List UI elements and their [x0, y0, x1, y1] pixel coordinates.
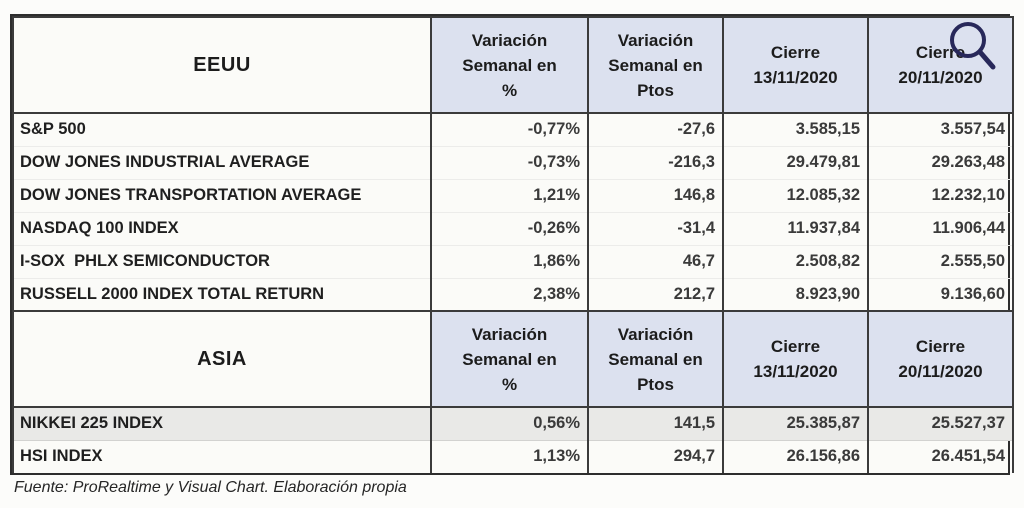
column-header-var-pct: Variación Semanal en %	[430, 310, 589, 408]
table-row-sox-semiconductor: I-SOX PHLX SEMICONDUCTOR 1,86% 46,7 2.50…	[12, 245, 1014, 279]
table-row-dow-industrial: DOW JONES INDUSTRIAL AVERAGE -0,73% -216…	[12, 146, 1014, 180]
column-header-close-13-11: Cierre 13/11/2020	[722, 16, 869, 114]
column-header-close-13-11-label: Cierre 13/11/2020	[753, 43, 838, 87]
close-13-11-value: 8.923,90	[722, 278, 869, 312]
close-20-11-value: 2.555,50	[867, 245, 1014, 279]
table-row-russell2000: RUSSELL 2000 INDEX TOTAL RETURN 2,38% 21…	[12, 278, 1014, 312]
close-13-11-value: 2.508,82	[722, 245, 869, 279]
var-pct-value: 1,13%	[430, 440, 589, 473]
close-13-11-value: 25.385,87	[722, 407, 869, 441]
var-pct-value: -0,26%	[430, 212, 589, 246]
close-20-11-value: 12.232,10	[867, 179, 1014, 213]
table-row-sp500: S&P 500 -0,77% -27,6 3.585,15 3.557,54	[12, 113, 1014, 147]
close-20-11-value: 11.906,44	[867, 212, 1014, 246]
column-header-close-13-11: Cierre 13/11/2020	[722, 310, 869, 408]
column-header-var-pts-label: Variación Semanal en Ptos	[608, 324, 703, 394]
column-header-var-pct-label: Variación Semanal en %	[462, 324, 557, 394]
column-header-var-pct: Variación Semanal en %	[430, 16, 589, 114]
var-pts-value: 141,5	[587, 407, 724, 441]
zoom-magnifier-icon[interactable]	[944, 17, 1002, 75]
section-header-eeuu: EEUU Variación Semanal en % Variación Se…	[12, 16, 1014, 114]
var-pts-value: 212,7	[587, 278, 724, 312]
var-pct-value: 2,38%	[430, 278, 589, 312]
column-header-var-pct-label: Variación Semanal en %	[462, 30, 557, 100]
column-header-var-pts-label: Variación Semanal en Ptos	[608, 30, 703, 100]
index-name: NIKKEI 225 INDEX	[12, 407, 432, 441]
table-row-dow-transportation: DOW JONES TRANSPORTATION AVERAGE 1,21% 1…	[12, 179, 1014, 213]
table-row-hsi: HSI INDEX 1,13% 294,7 26.156,86 26.451,5…	[12, 440, 1014, 473]
var-pts-value: 294,7	[587, 440, 724, 473]
region-label-eeuu: EEUU	[12, 16, 432, 114]
index-name: S&P 500	[12, 113, 432, 147]
var-pts-value: -27,6	[587, 113, 724, 147]
indices-table: EEUU Variación Semanal en % Variación Se…	[12, 16, 1014, 473]
close-13-11-value: 11.937,84	[722, 212, 869, 246]
var-pts-value: 146,8	[587, 179, 724, 213]
market-indices-table: EEUU Variación Semanal en % Variación Se…	[10, 14, 1014, 475]
var-pct-value: 0,56%	[430, 407, 589, 441]
close-13-11-value: 26.156,86	[722, 440, 869, 473]
close-13-11-value: 3.585,15	[722, 113, 869, 147]
var-pct-value: 1,21%	[430, 179, 589, 213]
close-20-11-value: 25.527,37	[867, 407, 1014, 441]
var-pct-value: -0,73%	[430, 146, 589, 180]
index-name: RUSSELL 2000 INDEX TOTAL RETURN	[12, 278, 432, 312]
table-row-nasdaq100: NASDAQ 100 INDEX -0,26% -31,4 11.937,84 …	[12, 212, 1014, 246]
var-pts-value: 46,7	[587, 245, 724, 279]
index-name: NASDAQ 100 INDEX	[12, 212, 432, 246]
close-13-11-value: 29.479,81	[722, 146, 869, 180]
index-name: DOW JONES TRANSPORTATION AVERAGE	[12, 179, 432, 213]
column-header-close-20-11-label: Cierre 20/11/2020	[898, 337, 983, 381]
close-20-11-value: 3.557,54	[867, 113, 1014, 147]
column-header-var-pts: Variación Semanal en Ptos	[587, 310, 724, 408]
var-pct-value: 1,86%	[430, 245, 589, 279]
table-row-nikkei225: NIKKEI 225 INDEX 0,56% 141,5 25.385,87 2…	[12, 407, 1014, 441]
column-header-close-20-11: Cierre 20/11/2020	[867, 310, 1014, 408]
var-pts-value: -216,3	[587, 146, 724, 180]
region-label-asia: ASIA	[12, 310, 432, 408]
close-13-11-value: 12.085,32	[722, 179, 869, 213]
close-20-11-value: 9.136,60	[867, 278, 1014, 312]
close-20-11-value: 26.451,54	[867, 440, 1014, 473]
var-pts-value: -31,4	[587, 212, 724, 246]
index-name: DOW JONES INDUSTRIAL AVERAGE	[12, 146, 432, 180]
var-pct-value: -0,77%	[430, 113, 589, 147]
section-header-asia: ASIA Variación Semanal en % Variación Se…	[12, 310, 1014, 408]
index-name: I-SOX PHLX SEMICONDUCTOR	[12, 245, 432, 279]
index-name: HSI INDEX	[12, 440, 432, 473]
close-20-11-value: 29.263,48	[867, 146, 1014, 180]
column-header-close-13-11-label: Cierre 13/11/2020	[753, 337, 838, 381]
column-header-var-pts: Variación Semanal en Ptos	[587, 16, 724, 114]
source-note: Fuente: ProRealtime y Visual Chart. Elab…	[14, 479, 407, 496]
